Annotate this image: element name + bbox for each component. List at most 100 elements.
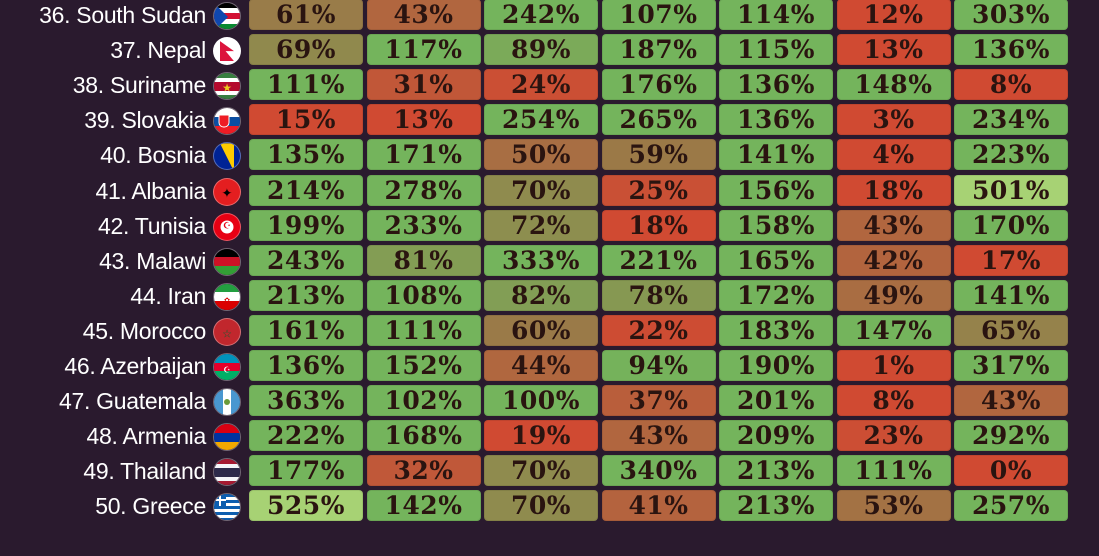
heatmap-cell: 213% <box>249 279 363 311</box>
heatmap-cell: 13% <box>836 34 951 66</box>
heatmap-cell: 171% <box>366 139 481 171</box>
heatmap-cell: 234% <box>954 104 1068 136</box>
heatmap-cell: 187% <box>601 34 716 66</box>
heatmap-cell: 65% <box>954 314 1068 346</box>
heatmap-cell: 13% <box>366 104 481 136</box>
heatmap-cell: 43% <box>836 209 951 241</box>
heatmap-cell: 41% <box>601 490 716 522</box>
heatmap-cell: 70% <box>484 455 598 487</box>
heatmap-cell: 135% <box>249 139 363 171</box>
country-label: 38. Suriname <box>72 72 207 99</box>
nepal-flag-icon <box>213 37 241 66</box>
heatmap-cell: 213% <box>719 490 833 522</box>
heatmap-cell: 223% <box>954 139 1068 171</box>
table-row: 41. Albania ✦ 214% 278% 70% 25% 156% 18% 501% <box>0 174 1099 208</box>
heatmap-cell: 136% <box>719 69 833 101</box>
heatmap-cell: 214% <box>249 174 363 206</box>
heatmap-cell: 53% <box>836 490 951 522</box>
table-row: 46. Azerbaijan ☪ 136% 152% 44% 94% 190% 1% 317% <box>0 350 1099 383</box>
heatmap-cell: 183% <box>719 314 833 346</box>
heatmap-cell: 136% <box>954 34 1068 66</box>
heatmap-cell: 82% <box>484 279 598 311</box>
heatmap-cell: 24% <box>484 69 598 101</box>
heatmap-cell: 108% <box>366 279 481 311</box>
heatmap-cell: 94% <box>601 350 716 381</box>
azerbaijan-flag-icon: ☪ <box>213 353 241 381</box>
heatmap-cell: 177% <box>249 455 363 487</box>
bosnia-flag-icon <box>213 142 241 171</box>
heatmap-cell: 148% <box>836 69 951 101</box>
heatmap-cell: 152% <box>366 350 481 381</box>
country-label: 48. Armenia <box>86 423 207 450</box>
heatmap-cell: 18% <box>836 174 951 206</box>
country-label: 42. Tunisia <box>98 212 206 239</box>
heatmap-cell: 257% <box>954 490 1068 522</box>
heatmap-cell: 78% <box>601 279 716 311</box>
heatmap-cell: 501% <box>954 174 1068 206</box>
heatmap-cell: 42% <box>836 244 951 276</box>
heatmap-cell: 278% <box>366 174 481 206</box>
country-label: 46. Azerbaijan <box>64 353 206 379</box>
table-row: 37. Nepal 69% 117% 89% 187% 115% 13% 136% <box>0 34 1099 67</box>
heatmap-cell: 165% <box>719 244 833 276</box>
country-label: 36. South Sudan <box>39 2 206 28</box>
heatmap-cell: 107% <box>601 0 716 30</box>
albania-flag-icon: ✦ <box>213 177 241 206</box>
heatmap-cell: 317% <box>954 350 1068 381</box>
table-row: 38. Suriname ★ 111% 31% 24% 176% 136% 148% 8% <box>0 69 1099 102</box>
heatmap-cell: 168% <box>366 420 481 452</box>
table-row: 45. Morocco ☆ 161% 111% 60% 22% 183% 147% 65% <box>0 314 1099 348</box>
heatmap-cell: 8% <box>954 69 1068 101</box>
armenia-flag-icon <box>213 423 241 452</box>
heatmap-cell: 17% <box>954 244 1068 276</box>
heatmap-cell: 102% <box>366 385 481 417</box>
heatmap-cell: 69% <box>249 34 363 66</box>
heatmap-cell: 136% <box>719 104 833 136</box>
country-label: 49. Thailand <box>83 458 206 485</box>
heatmap-cell: 31% <box>366 69 481 101</box>
heatmap-cell: 72% <box>484 209 598 241</box>
country-label: 43. Malawi <box>99 247 206 274</box>
heatmap-cell: 61% <box>249 0 363 30</box>
heatmap-cell: 70% <box>484 490 598 522</box>
heatmap-cell: 141% <box>719 139 833 171</box>
heatmap-cell: 111% <box>836 455 951 487</box>
heatmap-cell: 233% <box>366 209 481 241</box>
table-row: 42. Tunisia ☪ 199% 233% 72% 18% 158% 43% 170% <box>0 209 1099 243</box>
heatmap-cell: 525% <box>249 490 363 522</box>
country-label: 37. Nepal <box>110 37 206 64</box>
heatmap-cell: 254% <box>484 104 598 136</box>
table-row: 47. Guatemala 363% 102% 100% 37% 201% 8% 43% <box>0 385 1099 418</box>
heatmap-cell: 156% <box>719 174 833 206</box>
malawi-flag-icon <box>213 247 241 276</box>
heatmap-cell: 4% <box>836 139 951 171</box>
slovakia-flag-icon <box>213 107 241 136</box>
table-row: 49. Thailand 177% 32% 70% 340% 213% 111% 0% <box>0 455 1099 488</box>
heatmap-cell: 213% <box>719 455 833 487</box>
heatmap-cell: 201% <box>719 385 833 417</box>
heatmap-cell: 209% <box>719 420 833 452</box>
country-label: 44. Iran <box>130 282 206 309</box>
table-row: 48. Armenia 222% 168% 19% 43% 209% 23% 292% <box>0 420 1099 453</box>
table-row: 50. Greece 525% 142% 70% 41% 213% 53% 257% <box>0 490 1099 523</box>
heatmap-cell: 23% <box>836 420 951 452</box>
heatmap-cell: 49% <box>836 279 951 311</box>
heatmap-cell: 111% <box>366 314 481 346</box>
table-row: 40. Bosnia 135% 171% 50% 59% 141% 4% 223% <box>0 139 1099 172</box>
heatmap-cell: 18% <box>601 209 716 241</box>
heatmap-cell: 142% <box>366 490 481 522</box>
heatmap-cell: 158% <box>719 209 833 241</box>
south-sudan-flag-icon <box>213 2 241 30</box>
heatmap-cell: 19% <box>484 420 598 452</box>
thailand-flag-icon <box>213 458 241 487</box>
country-label: 45. Morocco <box>82 317 207 344</box>
heatmap-cell: 141% <box>954 279 1068 311</box>
heatmap-cell: 15% <box>249 104 363 136</box>
heatmap-cell: 363% <box>249 385 363 417</box>
heatmap-cell: 43% <box>601 420 716 452</box>
heatmap-cell: 147% <box>836 314 951 346</box>
heatmap-cell: 12% <box>836 0 951 30</box>
suriname-flag-icon: ★ <box>213 72 241 101</box>
iran-flag-icon: ✿ <box>213 282 241 311</box>
